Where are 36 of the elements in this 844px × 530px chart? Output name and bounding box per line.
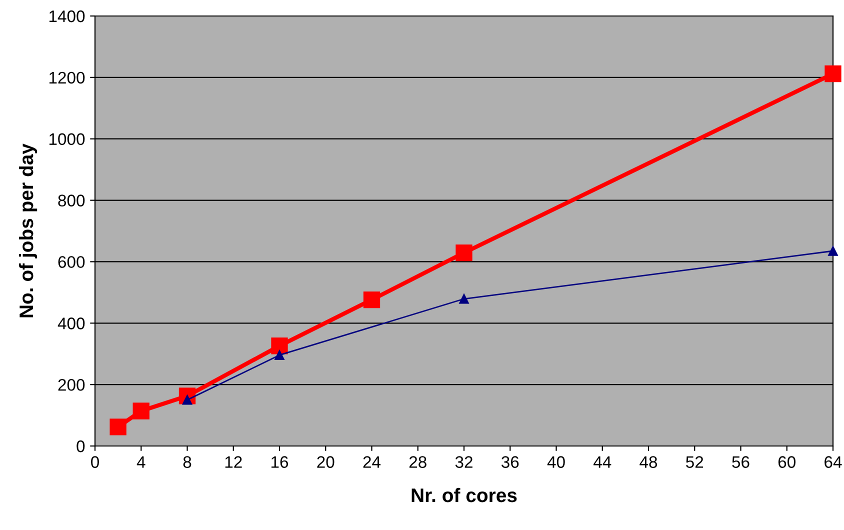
y-tick-label: 0	[76, 440, 85, 452]
x-tick-label: 48	[640, 456, 658, 468]
y-tick-label: 800	[58, 194, 85, 206]
x-tick-label: 4	[136, 456, 146, 468]
x-tick-label: 56	[732, 456, 750, 468]
x-tick-label: 44	[593, 456, 612, 468]
point	[271, 338, 288, 354]
x-tick-label: 60	[778, 456, 796, 468]
x-tick-label: 24	[363, 456, 381, 468]
y-tick-label: 1400	[49, 10, 85, 22]
x-tick-label: 64	[824, 456, 842, 468]
point	[459, 294, 469, 304]
x-tick-label: 16	[272, 456, 288, 468]
x-axis-title: Nr. of cores	[412, 488, 517, 502]
y-axis-title: No. of jobs per day	[18, 144, 38, 318]
point	[274, 350, 284, 360]
point	[828, 246, 838, 256]
point	[110, 418, 126, 436]
point	[363, 291, 380, 308]
x-tick-label: 20	[317, 456, 334, 468]
y-tick-label: 600	[58, 256, 85, 268]
x-tick-label: 28	[409, 456, 426, 468]
x-tick-label: 12	[225, 456, 242, 468]
x-tick-label: 8	[183, 456, 192, 468]
x-tick-label: 40	[547, 456, 565, 468]
x-tick-label: 0	[91, 456, 99, 468]
point	[132, 402, 150, 420]
point	[824, 65, 842, 82]
y-tick-label: 1000	[49, 133, 85, 146]
point	[456, 244, 472, 262]
y-tick-label: 200	[58, 378, 85, 391]
x-tick-label: 36	[501, 456, 519, 468]
x-tick-label: 52	[686, 456, 704, 468]
y-tick-label: 1200	[49, 72, 85, 84]
y-tick-label: 400	[58, 318, 85, 330]
x-tick-label: 32	[455, 456, 472, 468]
